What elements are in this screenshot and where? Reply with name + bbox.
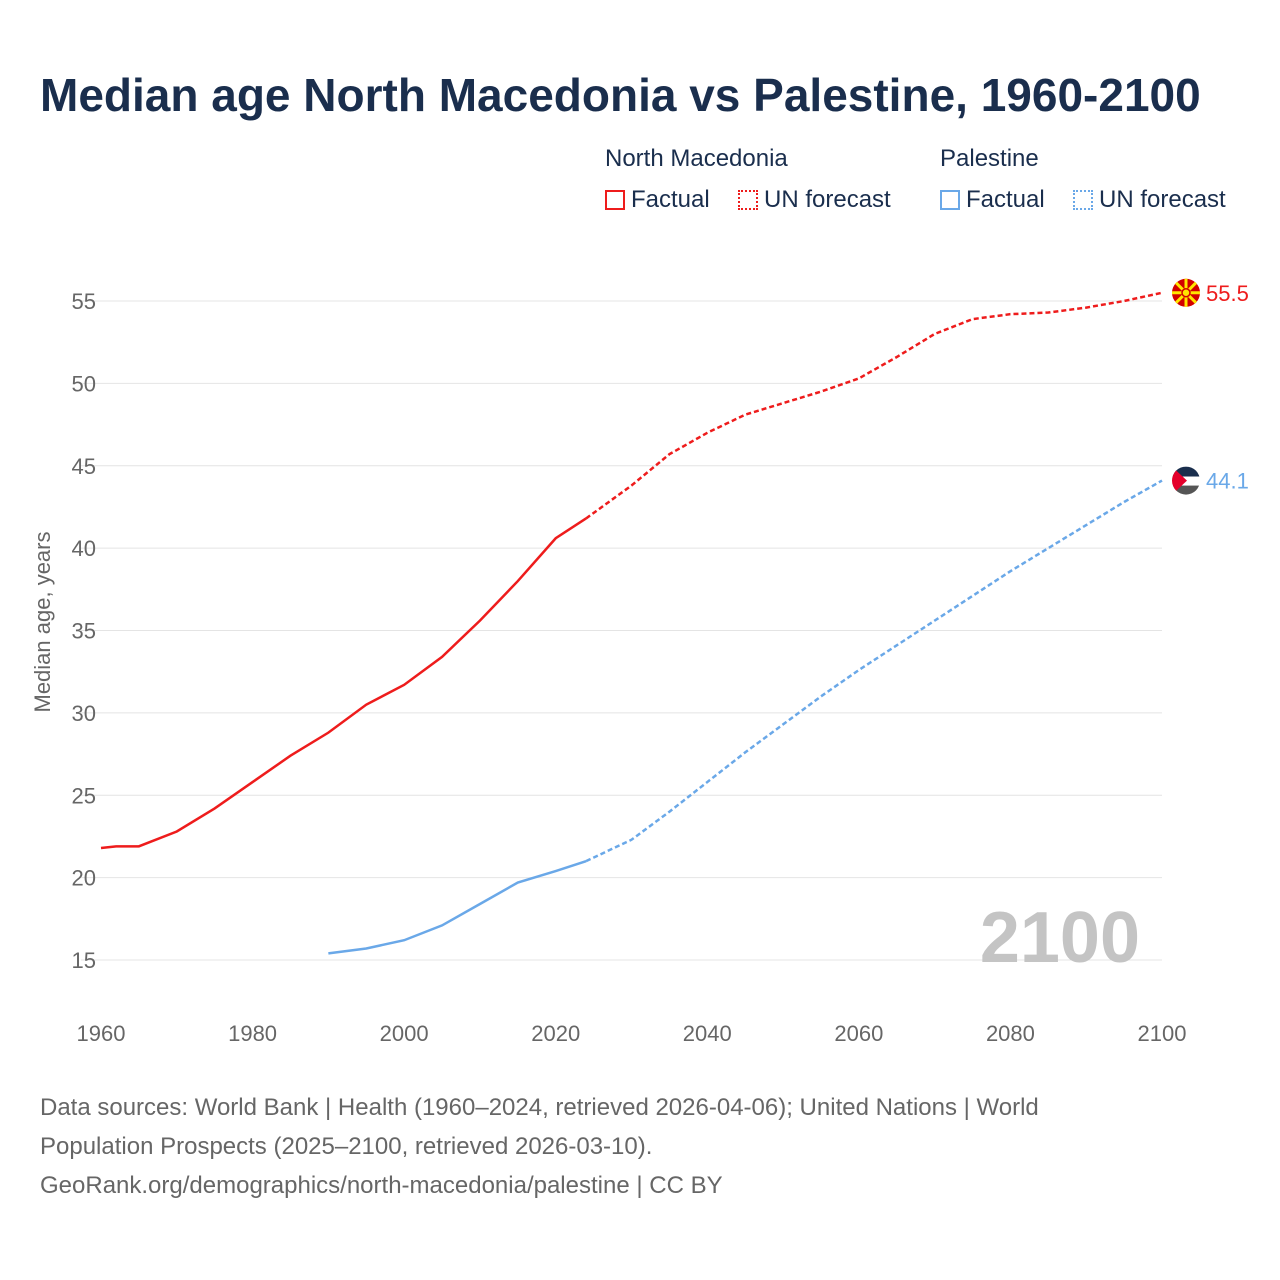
end-value-label: 44.1: [1206, 469, 1249, 494]
y-tick-label: 55: [72, 289, 96, 314]
y-tick-label: 35: [72, 619, 96, 644]
series-line-forecast: [585, 291, 1163, 520]
y-tick-label: 15: [72, 948, 96, 973]
legend-label: UN forecast: [764, 186, 891, 213]
legend-label: Factual: [631, 186, 710, 213]
palestine-flag-icon: [1172, 466, 1200, 495]
x-tick-label: 1980: [228, 1021, 277, 1046]
y-axis-label: Median age, years: [30, 532, 55, 713]
legend-label: Factual: [966, 186, 1045, 213]
x-tick-label: 2000: [380, 1021, 429, 1046]
y-tick-label: 25: [72, 783, 96, 808]
legend-ps-factual[interactable]: Factual: [940, 186, 1045, 214]
source-link[interactable]: GeoRank.org/demographics/north-macedonia…: [40, 1172, 723, 1199]
x-tick-label: 2060: [834, 1021, 883, 1046]
legend-swatch: [940, 190, 960, 210]
series-line-factual: [328, 859, 587, 955]
north-macedonia-flag-icon: [1172, 278, 1200, 307]
y-tick-label: 50: [72, 371, 96, 396]
source-line: Data sources: World Bank | Health (1960–…: [40, 1094, 1039, 1121]
source-note: Data sources: World Bank | Health (1960–…: [40, 1088, 1240, 1205]
x-tick-label: 2020: [531, 1021, 580, 1046]
x-tick-label: 2100: [1138, 1021, 1187, 1046]
legend-label: UN forecast: [1099, 186, 1226, 213]
x-tick-label: 1960: [77, 1021, 126, 1046]
y-tick-label: 20: [72, 866, 96, 891]
legend-swatch: [1073, 190, 1093, 210]
x-tick-label: 2080: [986, 1021, 1035, 1046]
y-tick-label: 40: [72, 536, 96, 561]
year-watermark: 2100: [980, 898, 1140, 978]
y-tick-label: 30: [72, 701, 96, 726]
chart-title: Median age North Macedonia vs Palestine,…: [40, 69, 1201, 121]
series-line-forecast: [585, 479, 1163, 863]
y-tick-label: 45: [72, 454, 96, 479]
end-value-label: 55.5: [1206, 281, 1249, 306]
source-line: Population Prospects (2025–2100, retriev…: [40, 1133, 653, 1160]
legend-nm-factual[interactable]: Factual: [605, 186, 710, 214]
series-line-factual: [100, 517, 587, 850]
legend-group-palestine: Palestine: [940, 145, 1039, 172]
legend-swatch: [605, 190, 625, 210]
legend-swatch: [738, 190, 758, 210]
legend-group-north-macedonia: North Macedonia: [605, 145, 788, 172]
legend-nm-forecast[interactable]: UN forecast: [738, 186, 891, 214]
x-tick-label: 2040: [683, 1021, 732, 1046]
legend-ps-forecast[interactable]: UN forecast: [1073, 186, 1226, 214]
